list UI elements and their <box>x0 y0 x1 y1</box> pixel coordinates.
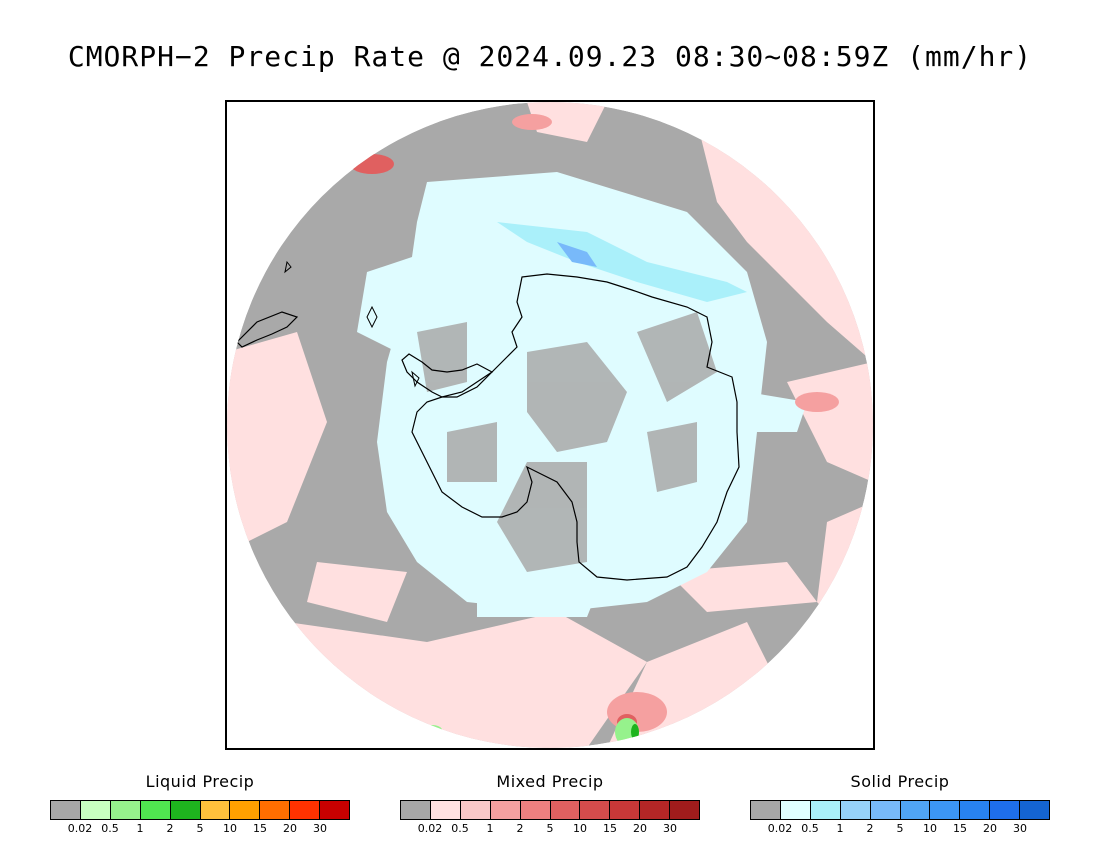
antarctic-peninsula-coastline <box>401 353 494 398</box>
legend-swatch <box>230 801 261 819</box>
map-panel <box>225 100 875 750</box>
legend-tick-label: 20 <box>633 822 647 835</box>
legend-swatch <box>490 801 521 819</box>
legend-tick-label: 10 <box>223 822 237 835</box>
legend-swatch <box>990 801 1021 819</box>
legend-tick-label: 5 <box>896 822 904 835</box>
legend-ticks: 0.02 0.5 1 2 5 10 15 20 30 <box>400 822 700 838</box>
legend-swatch <box>870 801 901 819</box>
legend-tick-label: 20 <box>983 822 997 835</box>
legend-tick-label: 10 <box>923 822 937 835</box>
legend-liquid-precip: Liquid Precip 0.02 0.5 1 2 5 10 15 20 30 <box>50 772 350 838</box>
legend-tick-label: 20 <box>283 822 297 835</box>
legend-swatch <box>51 801 81 819</box>
legend-swatch <box>900 801 931 819</box>
legend-tick-label: 30 <box>663 822 677 835</box>
legend-swatch <box>1020 801 1050 819</box>
legend-ticks: 0.02 0.5 1 2 5 10 15 20 30 <box>50 822 350 838</box>
legend-swatches <box>750 800 1050 820</box>
legend-tick-label: 5 <box>196 822 204 835</box>
legend-tick-label: 30 <box>313 822 327 835</box>
legend-tick-label: 15 <box>253 822 267 835</box>
legend-swatch <box>780 801 811 819</box>
legend-swatch <box>401 801 431 819</box>
south-polar-precip-map <box>227 102 873 748</box>
legend-swatch <box>110 801 141 819</box>
legend-tick-label: 30 <box>1013 822 1027 835</box>
legend-tick-label: 1 <box>136 822 144 835</box>
legend-tick-label: 15 <box>953 822 967 835</box>
legend-swatch <box>430 801 461 819</box>
legend-swatch <box>610 801 641 819</box>
legend-swatch <box>810 801 841 819</box>
legend-tick-label: 15 <box>603 822 617 835</box>
legend-swatches <box>50 800 350 820</box>
legend-swatch <box>930 801 961 819</box>
legend-swatch <box>200 801 231 819</box>
legend-swatch <box>520 801 551 819</box>
south-america-coastline <box>236 311 299 348</box>
legend-swatch <box>670 801 700 819</box>
legend-title: Solid Precip <box>850 772 950 791</box>
legend-swatch <box>170 801 201 819</box>
legend-tick-label: 1 <box>836 822 844 835</box>
map-title: CMORPH−2 Precip Rate @ 2024.09.23 08:30~… <box>67 40 1033 73</box>
antarctica-coastline <box>411 273 740 581</box>
legend-tick-label: 2 <box>866 822 874 835</box>
legend-swatch <box>640 801 671 819</box>
legend-swatch <box>550 801 581 819</box>
legend-swatch <box>580 801 611 819</box>
legend-tick-label: 0.02 <box>767 822 793 835</box>
legend-tick-label: 0.02 <box>67 822 93 835</box>
legend-swatch <box>260 801 291 819</box>
islands-coastline <box>284 260 420 388</box>
legend-swatch <box>840 801 871 819</box>
legend-mixed-precip: Mixed Precip 0.02 0.5 1 2 5 10 15 20 30 <box>400 772 700 838</box>
legend-swatch <box>140 801 171 819</box>
solid-precip-band <box>497 222 747 302</box>
map-disc <box>227 102 873 748</box>
legend-title: Mixed Precip <box>496 772 604 791</box>
legend-swatch <box>290 801 321 819</box>
legend-title: Liquid Precip <box>145 772 255 791</box>
legend-swatch <box>460 801 491 819</box>
legend-tick-label: 0.5 <box>451 822 469 835</box>
legend-swatch <box>320 801 350 819</box>
legend-tick-label: 5 <box>546 822 554 835</box>
legend-tick-label: 0.5 <box>801 822 819 835</box>
legend-tick-label: 2 <box>516 822 524 835</box>
legend-tick-label: 0.5 <box>101 822 119 835</box>
legend-ticks: 0.02 0.5 1 2 5 10 15 20 30 <box>750 822 1050 838</box>
legend-swatches <box>400 800 700 820</box>
legend-solid-precip: Solid Precip 0.02 0.5 1 2 5 10 15 20 30 <box>750 772 1050 838</box>
legend-tick-label: 0.02 <box>417 822 443 835</box>
dry-patches <box>417 312 717 572</box>
legend-swatch <box>960 801 991 819</box>
legend-tick-label: 2 <box>166 822 174 835</box>
legend-swatch <box>80 801 111 819</box>
legend-tick-label: 1 <box>486 822 494 835</box>
legend-swatch <box>751 801 781 819</box>
legend-tick-label: 10 <box>573 822 587 835</box>
